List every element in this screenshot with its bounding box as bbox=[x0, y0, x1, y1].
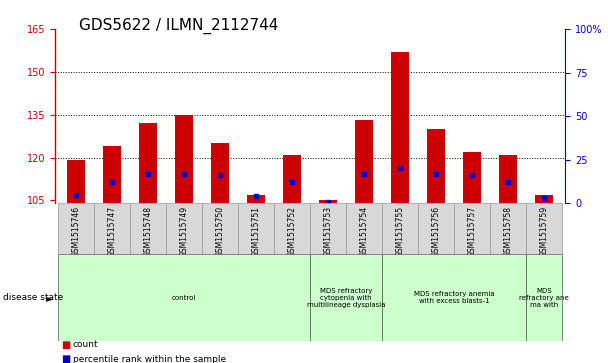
Text: GSM1515750: GSM1515750 bbox=[216, 206, 225, 257]
Text: GSM1515756: GSM1515756 bbox=[432, 206, 440, 257]
Bar bbox=[238, 203, 274, 254]
Text: ►: ► bbox=[46, 293, 54, 303]
Bar bbox=[58, 203, 94, 254]
Text: ■: ■ bbox=[61, 340, 70, 350]
Bar bbox=[382, 254, 526, 341]
Bar bbox=[499, 155, 517, 203]
Bar bbox=[274, 203, 310, 254]
Text: GSM1515747: GSM1515747 bbox=[108, 206, 117, 257]
Bar bbox=[103, 146, 121, 203]
Bar bbox=[418, 203, 454, 254]
Text: GSM1515755: GSM1515755 bbox=[395, 206, 404, 257]
Bar bbox=[319, 200, 337, 203]
Bar bbox=[310, 254, 382, 341]
Bar bbox=[211, 143, 229, 203]
Text: GSM1515758: GSM1515758 bbox=[503, 206, 513, 257]
Text: ■: ■ bbox=[61, 354, 70, 363]
Text: MDS refractory
cytopenia with
multilineage dysplasia: MDS refractory cytopenia with multilinea… bbox=[307, 287, 385, 308]
Text: GSM1515746: GSM1515746 bbox=[72, 206, 81, 257]
Bar bbox=[94, 203, 130, 254]
Text: GSM1515759: GSM1515759 bbox=[539, 206, 548, 257]
Bar bbox=[526, 203, 562, 254]
Bar bbox=[247, 195, 265, 203]
Bar bbox=[175, 115, 193, 203]
Text: GSM1515752: GSM1515752 bbox=[288, 206, 297, 257]
Bar bbox=[58, 254, 310, 341]
Text: MDS
refractory ane
ma with: MDS refractory ane ma with bbox=[519, 287, 568, 308]
Bar bbox=[166, 203, 202, 254]
Bar bbox=[130, 203, 166, 254]
Text: GSM1515753: GSM1515753 bbox=[323, 206, 333, 257]
Bar bbox=[67, 160, 85, 203]
Text: percentile rank within the sample: percentile rank within the sample bbox=[73, 355, 226, 363]
Bar bbox=[346, 203, 382, 254]
Bar bbox=[391, 52, 409, 203]
Bar bbox=[526, 254, 562, 341]
Bar bbox=[463, 152, 481, 203]
Text: count: count bbox=[73, 340, 98, 349]
Text: GSM1515754: GSM1515754 bbox=[359, 206, 368, 257]
Text: GSM1515751: GSM1515751 bbox=[252, 206, 261, 257]
Bar bbox=[310, 203, 346, 254]
Bar bbox=[382, 203, 418, 254]
Bar bbox=[139, 123, 157, 203]
Text: GSM1515748: GSM1515748 bbox=[143, 206, 153, 257]
Bar bbox=[355, 121, 373, 203]
Text: GDS5622 / ILMN_2112744: GDS5622 / ILMN_2112744 bbox=[79, 18, 278, 34]
Text: GSM1515749: GSM1515749 bbox=[180, 206, 188, 257]
Text: MDS refractory anemia
with excess blasts-1: MDS refractory anemia with excess blasts… bbox=[413, 291, 494, 304]
Bar bbox=[535, 195, 553, 203]
Bar bbox=[454, 203, 490, 254]
Bar bbox=[283, 155, 301, 203]
Bar bbox=[427, 129, 445, 203]
Text: disease state: disease state bbox=[3, 293, 63, 302]
Bar bbox=[202, 203, 238, 254]
Text: control: control bbox=[172, 295, 196, 301]
Text: GSM1515757: GSM1515757 bbox=[468, 206, 477, 257]
Bar bbox=[490, 203, 526, 254]
